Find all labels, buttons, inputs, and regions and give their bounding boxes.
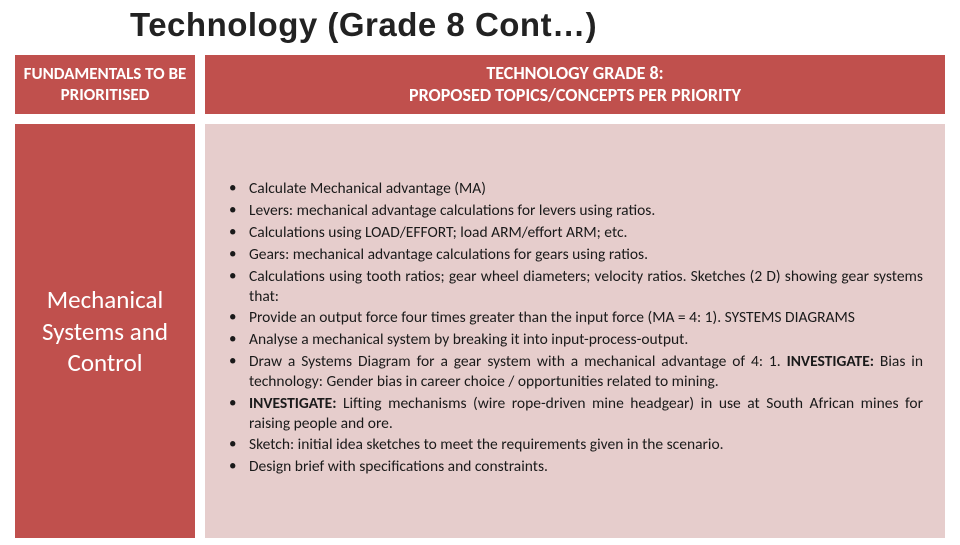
list-item: Draw a Systems Diagram for a gear system… [215,352,923,392]
list-item: Provide an output force four times great… [215,308,923,328]
list-item: Sketch: initial idea sketches to meet th… [215,435,923,455]
row-left-cell: Mechanical Systems and Control [12,121,198,541]
content-table: FUNDAMENTALS TO BE PRIORITISED TECHNOLOG… [8,48,952,545]
list-item: Design brief with specifications and con… [215,457,923,477]
bullet-list: Calculate Mechanical advantage (MA)Lever… [215,179,923,477]
header-right-cell: TECHNOLOGY GRADE 8: PROPOSED TOPICS/CONC… [202,52,948,117]
list-item: Calculations using tooth ratios; gear wh… [215,267,923,307]
header-left-text: FUNDAMENTALS TO BE PRIORITISED [24,63,187,104]
table-header-row: FUNDAMENTALS TO BE PRIORITISED TECHNOLOG… [12,52,948,117]
header-right-line1: TECHNOLOGY GRADE 8: [486,62,663,84]
slide: Technology (Grade 8 Cont…) FUNDAMENTALS … [0,0,960,540]
list-item: Calculations using LOAD/EFFORT; load ARM… [215,223,923,243]
table-body-row: Mechanical Systems and Control Calculate… [12,121,948,541]
header-left-cell: FUNDAMENTALS TO BE PRIORITISED [12,52,198,117]
row-right-cell: Calculate Mechanical advantage (MA)Lever… [202,121,948,541]
header-right-line2: PROPOSED TOPICS/CONCEPTS PER PRIORITY [409,84,741,106]
list-item: Analyse a mechanical system by breaking … [215,330,923,350]
list-item: Calculate Mechanical advantage (MA) [215,179,923,199]
slide-title: Technology (Grade 8 Cont…) [0,0,960,48]
list-item: Gears: mechanical advantage calculations… [215,245,923,265]
row-left-text: Mechanical Systems and Control [42,284,168,378]
list-item: Levers: mechanical advantage calculation… [215,201,923,221]
list-item: INVESTIGATE: Lifting mechanisms (wire ro… [215,394,923,434]
